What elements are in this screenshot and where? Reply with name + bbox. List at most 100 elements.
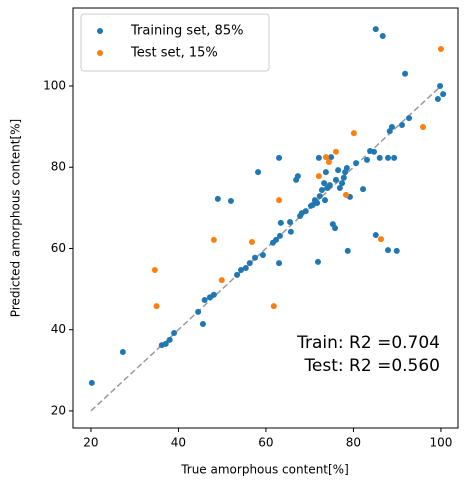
x-axis-label: True amorphous content[%] [180, 463, 349, 477]
scatter-point [339, 180, 346, 187]
scatter-point [302, 208, 309, 215]
legend-marker [97, 28, 103, 34]
x-tick-label: 80 [346, 436, 361, 450]
scatter-point [353, 160, 360, 167]
scatter-point [372, 26, 379, 33]
scatter-point [276, 232, 283, 239]
scatter-point [406, 115, 412, 122]
scatter-point [379, 33, 386, 40]
scatter-point [246, 260, 253, 267]
y-tick-label: 80 [51, 160, 66, 174]
scatter-point [252, 254, 258, 261]
scatter-point [350, 130, 357, 137]
scatter-point [238, 266, 244, 273]
scatter-point [343, 165, 350, 172]
annotation: Train: R2 =0.704 [296, 333, 440, 353]
scatter-point [332, 176, 339, 183]
scatter-point [255, 169, 262, 176]
scatter-point [166, 336, 173, 343]
scatter-point [153, 303, 160, 310]
scatter-point [315, 173, 322, 180]
scatter-point [294, 173, 301, 180]
scatter-point [242, 264, 249, 271]
scatter-point [276, 260, 283, 267]
scatter-point [340, 174, 347, 181]
scatter-point [376, 154, 383, 161]
scatter-point [234, 271, 241, 278]
scatter-point [385, 247, 391, 254]
scatter-point [218, 277, 225, 284]
scatter-point [315, 258, 321, 265]
scatter-point [344, 247, 351, 254]
plot-frame [72, 7, 459, 429]
scatter-point [326, 182, 333, 189]
scatter-point [287, 219, 293, 226]
reference-line [90, 85, 442, 412]
scatter-point [210, 291, 217, 298]
x-tick-label: 60 [258, 436, 273, 450]
scatter-point [276, 197, 283, 204]
x-tick-label: 40 [171, 436, 186, 450]
scatter-point [343, 191, 349, 198]
x-tick-label: 100 [429, 436, 452, 450]
scatter-point [259, 251, 266, 258]
scatter-point [227, 197, 234, 204]
scatter-point [336, 184, 343, 191]
legend-box [80, 13, 270, 72]
scatter-point [391, 154, 398, 161]
scatter-point [372, 232, 379, 239]
scatter-point [378, 236, 384, 243]
legend-label: Training set, 85% [130, 24, 243, 39]
legend-label: Test set, 15% [130, 46, 218, 61]
y-tick-label: 60 [51, 241, 66, 255]
y-tick-label: 40 [51, 322, 66, 336]
scatter-point [322, 154, 329, 161]
scatter-point [325, 158, 332, 165]
scatter-point [88, 379, 95, 386]
scatter-point [402, 70, 409, 77]
scatter-point [214, 195, 221, 202]
y-axis-label: Predicted amorphous content[%] [9, 119, 23, 317]
scatter-point [434, 95, 441, 102]
scatter-point [364, 156, 370, 163]
scatter-point [437, 46, 444, 53]
legend-marker [97, 50, 103, 56]
scatter-point [328, 154, 335, 161]
scatter-point [171, 329, 178, 336]
scatter-point [321, 180, 328, 187]
legend: Training set, 85% Test set, 15% [80, 13, 270, 72]
scatter-point [322, 169, 329, 176]
scatter-point [388, 124, 395, 131]
scatter-point [420, 124, 426, 131]
scatter-point [199, 321, 206, 328]
scatter-point [210, 236, 217, 243]
annotation: Test: R2 =0.560 [303, 356, 440, 376]
scatter-point [385, 154, 391, 161]
scatter-point [335, 167, 342, 174]
scatter-point [332, 225, 339, 232]
scatter-point [287, 228, 294, 235]
scatter-point [322, 197, 328, 204]
scatter-point [151, 266, 158, 273]
y-tick-label: 20 [51, 403, 66, 417]
scatter-point [316, 193, 323, 200]
scatter-point [270, 303, 277, 310]
scatter-point [393, 247, 400, 254]
scatter-point [318, 186, 325, 193]
y-tick-label: 100 [43, 78, 66, 92]
scatter-point [277, 219, 284, 226]
scatter-point [119, 349, 126, 356]
scatter-point [248, 238, 255, 245]
x-tick-label: 20 [83, 436, 98, 450]
scatter-point [332, 148, 339, 155]
scatter-point [273, 236, 279, 243]
scatter-point [201, 297, 208, 304]
scatter-point [162, 340, 169, 347]
scatter-point [195, 308, 202, 315]
scatter-point [440, 91, 447, 98]
scatter-point [371, 148, 377, 155]
scatter-point [360, 186, 367, 193]
scatter-point [437, 82, 444, 89]
scatter-point [315, 154, 322, 161]
